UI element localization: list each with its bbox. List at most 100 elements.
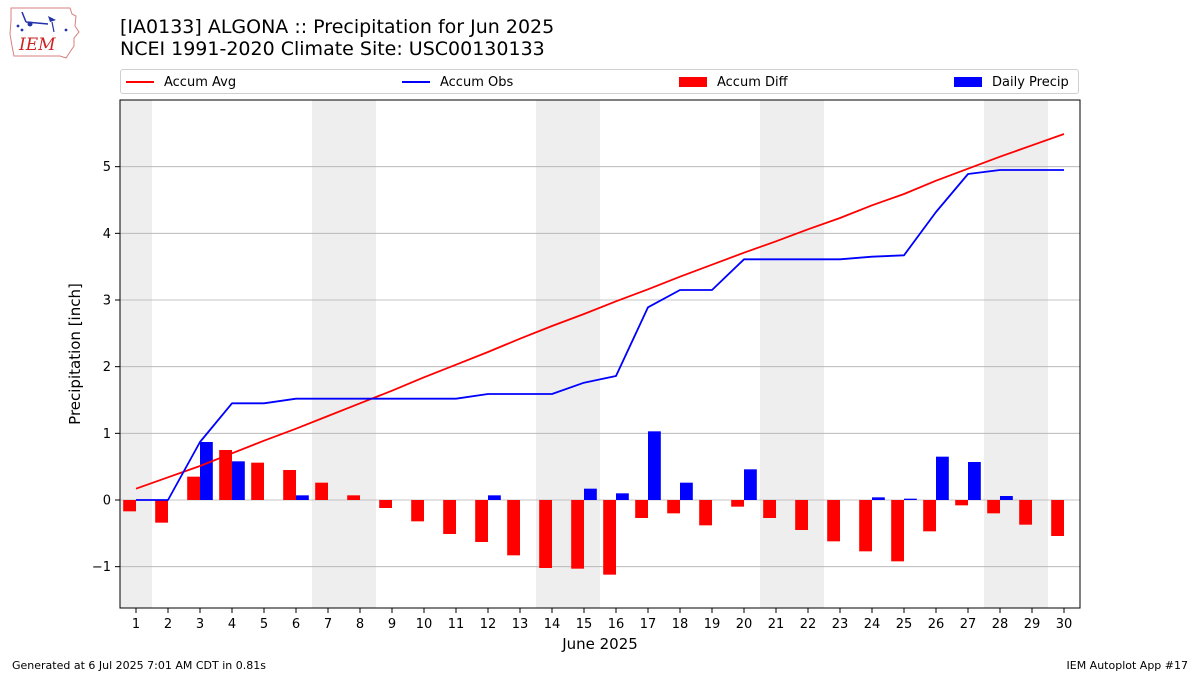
legend-swatch-accum-avg [126, 81, 154, 83]
x-tick-label-7: 7 [324, 617, 332, 632]
x-tick-label-22: 22 [800, 617, 817, 632]
x-tick-label-26: 26 [928, 617, 945, 632]
daily-precip-bar-27 [968, 462, 981, 500]
x-tick-label-12: 12 [480, 617, 497, 632]
weekend-shade-day-21 [760, 100, 792, 608]
accum-diff-bar-3 [187, 476, 200, 500]
legend-item-accum-avg: Accum Avg [126, 73, 236, 91]
x-tick-label-4: 4 [228, 617, 236, 632]
plot-frame [119, 99, 1081, 609]
x-tick-label-28: 28 [992, 617, 1009, 632]
y-tick-label-0: 0 [103, 494, 111, 509]
x-axis-label: June 2025 [561, 635, 638, 653]
x-tick-label-27: 27 [960, 617, 977, 632]
weekend-shade-day-8 [344, 100, 376, 608]
legend-item-daily-precip: Daily Precip [954, 73, 1069, 91]
x-tick-label-29: 29 [1024, 617, 1041, 632]
x-tick-label-2: 2 [164, 617, 172, 632]
accum-diff-bar-14 [539, 500, 552, 568]
accum-diff-bar-2 [155, 500, 168, 523]
accum-diff-bar-10 [411, 500, 424, 522]
y-axis-label: Precipitation [inch] [66, 283, 84, 425]
legend-label-accum-diff: Accum Diff [717, 74, 788, 90]
accum-diff-bar-1 [123, 500, 136, 512]
accum-diff-bar-16 [603, 500, 616, 575]
x-tick-label-30: 30 [1056, 617, 1073, 632]
accum-diff-bar-17 [635, 500, 648, 518]
x-tick-label-6: 6 [292, 617, 300, 632]
accum-diff-bar-25 [891, 500, 904, 562]
legend-swatch-daily-precip [954, 77, 982, 87]
x-tick-label-17: 17 [640, 617, 657, 632]
x-tick-label-15: 15 [576, 617, 593, 632]
accum-diff-bar-23 [827, 500, 840, 542]
daily-precip-bar-15 [584, 488, 597, 500]
accum-diff-bar-6 [283, 470, 296, 500]
y-tick-label-1: 1 [103, 427, 111, 442]
x-tick-label-20: 20 [736, 617, 753, 632]
legend-label-accum-obs: Accum Obs [440, 74, 514, 90]
legend-label-accum-avg: Accum Avg [164, 74, 237, 90]
daily-precip-bar-18 [680, 482, 693, 500]
accum-diff-bar-13 [507, 500, 520, 556]
x-tick-label-24: 24 [864, 617, 881, 632]
title-line-1: [IA0133] ALGONA :: Precipitation for Jun… [120, 16, 555, 38]
y-tick-label-4: 4 [103, 227, 111, 242]
daily-precip-bar-16 [616, 493, 629, 500]
accum-diff-bar-29 [1019, 500, 1032, 525]
x-tick-label-13: 13 [512, 617, 529, 632]
daily-precip-bar-24 [872, 497, 885, 500]
accum-diff-bar-8 [347, 495, 360, 500]
legend-swatch-accum-diff [679, 77, 707, 87]
logo-text: IEM [18, 35, 56, 55]
weekend-shade-day-7 [312, 100, 344, 608]
x-tick-label-9: 9 [388, 617, 396, 632]
y-tick-label--1: −1 [92, 560, 111, 575]
weekend-shade-day-22 [792, 100, 824, 608]
x-tick-label-16: 16 [608, 617, 625, 632]
legend-label-daily-precip: Daily Precip [992, 74, 1069, 90]
daily-precip-bar-12 [488, 495, 501, 500]
daily-precip-bar-4 [232, 461, 245, 500]
x-tick-label-14: 14 [544, 617, 561, 632]
iem-logo: IEM [8, 6, 82, 60]
daily-precip-bar-28 [1000, 496, 1013, 500]
accum-diff-bar-28 [987, 500, 1000, 514]
weekend-shade-day-1 [120, 100, 152, 608]
x-tick-label-10: 10 [416, 617, 433, 632]
footer-generated: Generated at 6 Jul 2025 7:01 AM CDT in 0… [12, 659, 266, 672]
chart-title: [IA0133] ALGONA :: Precipitation for Jun… [120, 16, 554, 60]
legend-item-accum-obs: Accum Obs [402, 73, 513, 91]
title-line-2: NCEI 1991-2020 Climate Site: USC00130133 [120, 38, 545, 60]
y-tick-label-3: 3 [103, 294, 111, 309]
accum-diff-bar-5 [251, 462, 264, 500]
x-tick-label-23: 23 [832, 617, 849, 632]
chart-legend: Accum Avg Accum Obs Accum Diff Daily Pre… [120, 69, 1079, 94]
x-tick-label-1: 1 [132, 617, 140, 632]
daily-precip-bar-17 [648, 431, 661, 500]
accum-diff-bar-11 [443, 500, 456, 534]
accum-diff-bar-30 [1051, 500, 1064, 536]
accum-diff-bar-18 [667, 500, 680, 514]
accum-diff-bar-24 [859, 500, 872, 552]
x-tick-label-25: 25 [896, 617, 913, 632]
x-tick-label-11: 11 [448, 617, 465, 632]
accum-diff-bar-15 [571, 500, 584, 569]
accum-diff-bar-27 [955, 500, 968, 506]
daily-precip-bar-26 [936, 456, 949, 500]
x-tick-label-18: 18 [672, 617, 689, 632]
legend-item-accum-diff: Accum Diff [679, 73, 788, 91]
daily-precip-bar-20 [744, 469, 757, 500]
accum-diff-bar-4 [219, 450, 232, 500]
y-tick-label-2: 2 [103, 360, 111, 375]
accum-diff-bar-19 [699, 500, 712, 526]
legend-swatch-accum-obs [402, 81, 430, 83]
accum-diff-bar-7 [315, 482, 328, 500]
x-tick-label-19: 19 [704, 617, 721, 632]
footer-app-id: IEM Autoplot App #17 [1066, 659, 1189, 672]
accum-diff-bar-12 [475, 500, 488, 542]
daily-precip-bar-6 [296, 495, 309, 500]
x-tick-label-5: 5 [260, 617, 268, 632]
accum-diff-bar-26 [923, 500, 936, 532]
